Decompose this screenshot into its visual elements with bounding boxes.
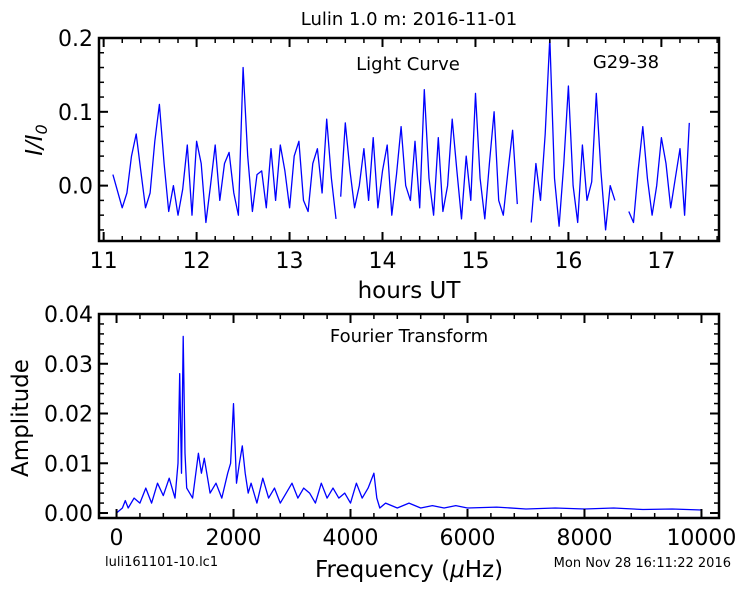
fourier-ytick-label-3: 0.03 bbox=[44, 353, 93, 378]
footer-timestamp: Mon Nov 28 16:11:22 2016 bbox=[554, 556, 731, 571]
light-curve-xtick-label-0: 11 bbox=[90, 249, 118, 274]
light-curve-xtick-label-6: 17 bbox=[647, 249, 675, 274]
light-curve-title: Light Curve bbox=[356, 54, 460, 75]
light-curve-ytick-label-1: 0.1 bbox=[58, 101, 93, 126]
figure-title: Lulin 1.0 m: 2016-11-01 bbox=[301, 9, 518, 30]
fourier-xlabel: Frequency (μHz) bbox=[315, 557, 503, 583]
fourier-panel: 0 2000 4000 6000 8000 10000 0.00 0.01 0.02 0.03 0.… bbox=[8, 303, 736, 583]
light-curve-series-2 bbox=[530, 37, 616, 231]
light-curve-ticks: 11 12 13 14 15 16 17 0.0 0.1 0.2 bbox=[58, 27, 719, 274]
fourier-ylabel: Amplitude bbox=[8, 359, 34, 477]
light-curve-xtick-label-4: 15 bbox=[461, 249, 489, 274]
fourier-xtick-label-4: 8000 bbox=[556, 526, 612, 551]
fourier-series-0 bbox=[116, 335, 702, 514]
light-curve-series-3 bbox=[628, 122, 690, 224]
light-curve-xtick-label-1: 12 bbox=[183, 249, 211, 274]
fourier-xtick-label-0: 0 bbox=[110, 526, 124, 551]
light-curve-xtick-label-5: 16 bbox=[554, 249, 582, 274]
fourier-xtick-label-2: 4000 bbox=[323, 526, 379, 551]
light-curve-frame bbox=[97, 36, 721, 243]
fourier-title: Fourier Transform bbox=[330, 326, 488, 347]
fourier-ytick-label-1: 0.01 bbox=[44, 452, 93, 477]
fourier-ytick-label-0: 0.00 bbox=[44, 502, 93, 527]
light-curve-lines bbox=[112, 37, 690, 231]
fourier-ytick-label-4: 0.04 bbox=[44, 303, 93, 328]
light-curve-panel: 11 12 13 14 15 16 17 0.0 0.1 0.2 Light Curve G29-… bbox=[22, 27, 721, 304]
light-curve-ylabel: I/I0 bbox=[22, 124, 51, 156]
fourier-lines bbox=[116, 335, 702, 514]
light-curve-series-0 bbox=[112, 66, 337, 224]
light-curve-ytick-label-2: 0.2 bbox=[58, 27, 93, 52]
fourier-frame bbox=[97, 312, 721, 520]
light-curve-xtick-label-3: 14 bbox=[369, 249, 397, 274]
light-curve-xlabel: hours UT bbox=[358, 278, 462, 304]
light-curve-series-1 bbox=[340, 89, 518, 220]
fourier-xtick-label-1: 2000 bbox=[206, 526, 262, 551]
light-curve-ytick-label-0: 0.0 bbox=[58, 175, 93, 200]
fourier-ytick-label-2: 0.02 bbox=[44, 403, 93, 428]
fourier-xtick-label-5: 10000 bbox=[666, 526, 736, 551]
footer-filename: luli161101-10.lc1 bbox=[105, 555, 218, 570]
fourier-xtick-label-3: 6000 bbox=[439, 526, 495, 551]
object-label: G29-38 bbox=[593, 52, 659, 73]
light-curve-xtick-label-2: 13 bbox=[276, 249, 304, 274]
